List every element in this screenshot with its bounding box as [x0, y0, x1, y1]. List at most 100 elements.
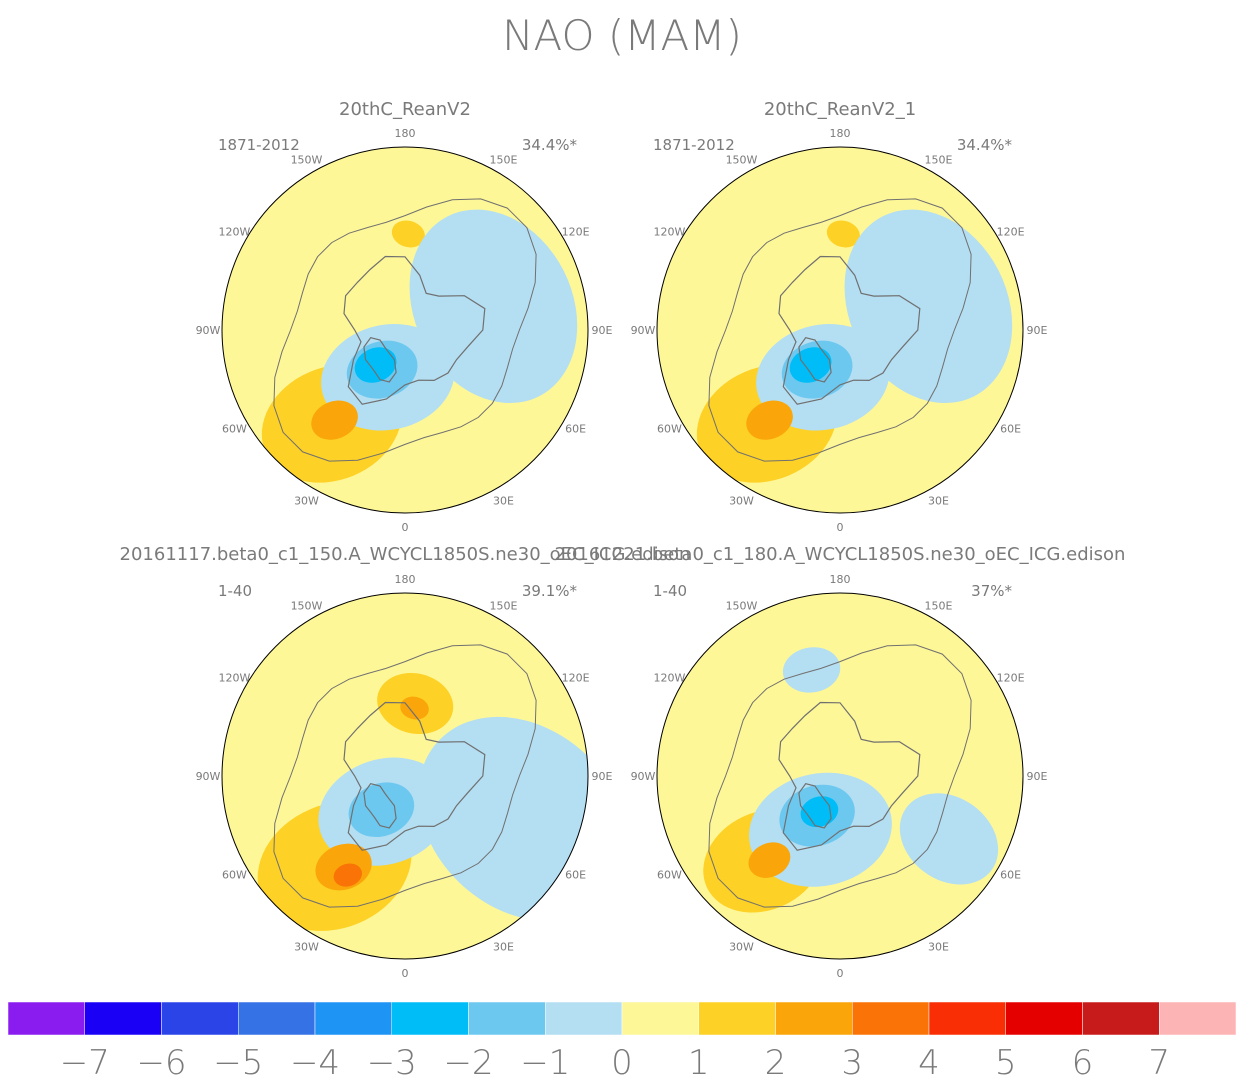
colorbar-swatch — [84, 1001, 162, 1036]
lon-label: 30E — [493, 941, 514, 954]
lon-label: 120W — [653, 226, 685, 239]
coastline — [798, 783, 832, 829]
coastline — [708, 644, 972, 908]
panel-title: 20161117.beta0_c1_150.A_WCYCL1850S.ne30_… — [120, 544, 691, 565]
anomaly-region — [409, 209, 578, 404]
lon-label: 30W — [729, 941, 754, 954]
map-border — [656, 146, 1024, 514]
lon-label: 150E — [925, 153, 953, 166]
anomaly-region — [800, 796, 839, 828]
map-border — [221, 146, 589, 514]
lon-label: 30E — [928, 941, 949, 954]
map-panel-4: 180 150E 120E 90E 60E 30E 0 30W 60W 90W 120W 150W 20… — [555, 544, 1126, 980]
lon-label: 150E — [490, 599, 518, 612]
lon-label: 30W — [729, 495, 754, 508]
anomaly-region — [899, 793, 999, 885]
colorbar-swatch — [545, 1001, 623, 1036]
lon-label: 30W — [294, 941, 319, 954]
period-label: 1871-2012 — [218, 136, 300, 154]
colorbar-swatch — [314, 1001, 392, 1036]
map-panel-3: 180 150E 120E 90E 60E 30E 0 30W 60W 90W 120W 150W 20… — [120, 544, 691, 980]
colorbar-swatch — [621, 1001, 699, 1036]
coastline — [363, 783, 397, 829]
colorbar-swatch — [1005, 1001, 1083, 1036]
lon-label: 0 — [837, 967, 844, 980]
map-border — [221, 592, 589, 960]
lon-label: 90E — [1027, 324, 1048, 337]
panel-title: 20thC_ReanV2 — [339, 99, 471, 120]
colorbar-label: 2 — [765, 1043, 787, 1082]
colorbar-label: −7 — [60, 1043, 110, 1082]
colorbar-label: −4 — [290, 1043, 340, 1082]
panel-title: 20thC_ReanV2_1 — [764, 99, 916, 120]
lon-label: 120W — [218, 672, 250, 685]
colorbar-label: −3 — [367, 1043, 417, 1082]
variance-label: 34.4%* — [957, 136, 1013, 154]
coastline — [798, 337, 832, 383]
colorbar-label: −2 — [443, 1043, 493, 1082]
lon-label: 60W — [657, 869, 682, 882]
period-label: 1-40 — [653, 582, 687, 600]
colorbar-swatch — [698, 1001, 776, 1036]
lon-label: 60W — [657, 423, 682, 436]
lon-label: 0 — [837, 521, 844, 534]
colorbar-label: 5 — [995, 1043, 1017, 1082]
lon-label: 60E — [1000, 423, 1021, 436]
colorbar-swatch — [1082, 1001, 1160, 1036]
colorbar-swatch — [852, 1001, 930, 1036]
lon-label: 150W — [726, 599, 758, 612]
lon-label: 60W — [222, 423, 247, 436]
colorbar-label: 0 — [611, 1043, 633, 1082]
period-label: 1-40 — [218, 582, 252, 600]
anomaly-region — [348, 782, 415, 838]
lon-label: 150W — [291, 599, 323, 612]
lon-label: 30E — [493, 495, 514, 508]
colorbar-label: −6 — [136, 1043, 186, 1082]
panels: 180 150E 120E 90E 60E 30E 0 30W 60W 90W 120W 150W 20… — [120, 99, 1126, 980]
lon-label: 120E — [562, 672, 590, 685]
lon-label: 120W — [653, 672, 685, 685]
lon-label: 120W — [218, 226, 250, 239]
coastline — [273, 644, 537, 908]
coastline — [343, 701, 486, 851]
lon-label: 180 — [395, 127, 416, 140]
coastline — [778, 701, 921, 851]
coastline — [343, 255, 486, 405]
lon-label: 90E — [592, 324, 613, 337]
lon-label: 180 — [395, 573, 416, 586]
lon-label: 0 — [402, 521, 409, 534]
period-label: 1871-2012 — [653, 136, 735, 154]
coastline — [273, 198, 537, 462]
lon-label: 90E — [1027, 770, 1048, 783]
colorbar-label: 1 — [688, 1043, 710, 1082]
anomaly-region — [400, 696, 429, 720]
colorbar-swatch — [468, 1001, 546, 1036]
colorbar: −7 −6 −5 −4 −3 −2 −1 0 1 2 3 4 5 6 7 — [7, 1001, 1237, 1083]
lon-label: 120E — [997, 672, 1025, 685]
lon-label: 150W — [726, 153, 758, 166]
anomaly-region — [391, 220, 425, 248]
colorbar-swatch — [391, 1001, 469, 1036]
coastline — [708, 198, 972, 462]
anomaly-region — [782, 647, 841, 693]
lon-label: 150E — [490, 153, 518, 166]
lon-label: 60E — [565, 869, 586, 882]
colorbar-label: 6 — [1072, 1043, 1094, 1082]
lon-label: 90W — [196, 324, 221, 337]
coastline — [778, 255, 921, 405]
lon-label: 30E — [928, 495, 949, 508]
map-panel-2: 180 150E 120E 90E 60E 30E 0 30W 60W 90W 120W 150W 20… — [631, 99, 1048, 534]
figure-title: NAO (MAM) — [502, 11, 742, 60]
lon-label: 30W — [294, 495, 319, 508]
colorbar-label: 3 — [841, 1043, 863, 1082]
lon-label: 60W — [222, 869, 247, 882]
lon-label: 90W — [196, 770, 221, 783]
colorbar-label: −5 — [213, 1043, 263, 1082]
colorbar-label: 4 — [918, 1043, 940, 1082]
lon-label: 0 — [402, 967, 409, 980]
variance-label: 34.4%* — [522, 136, 578, 154]
lon-label: 120E — [997, 226, 1025, 239]
variance-label: 37%* — [971, 582, 1012, 600]
